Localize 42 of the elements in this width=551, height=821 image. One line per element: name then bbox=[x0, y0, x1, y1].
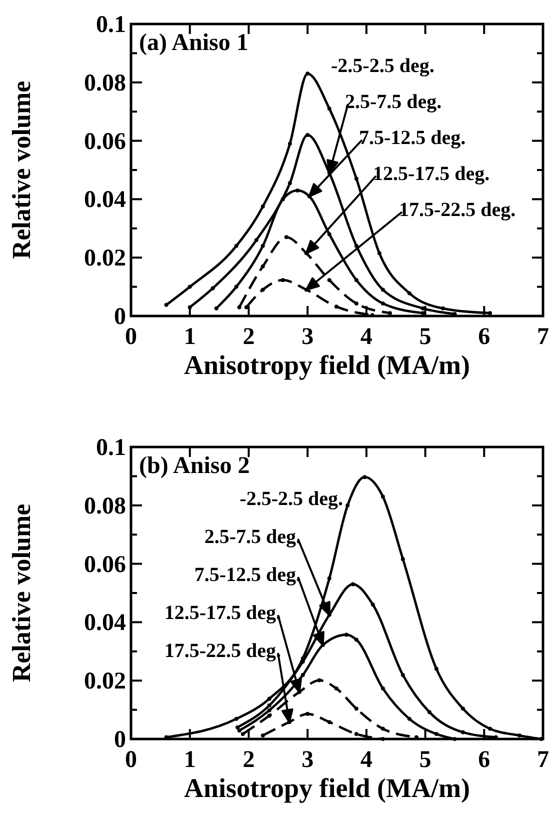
x-tick-label: 1 bbox=[184, 747, 196, 773]
annotation: 7.5-12.5 deg. bbox=[194, 564, 301, 586]
y-tick-label: 0 bbox=[114, 727, 126, 753]
annotation: 2.5-7.5 deg. bbox=[345, 91, 442, 113]
y-tick-label: 0.02 bbox=[84, 668, 126, 695]
y-tick-label: 0 bbox=[114, 304, 126, 330]
x-axis-title: Anisotropy field (MA/m) bbox=[184, 350, 470, 380]
y-tick-label: 0.06 bbox=[84, 552, 126, 578]
y-tick-label: 0.04 bbox=[84, 610, 126, 636]
x-tick-label: 2 bbox=[242, 747, 255, 773]
x-axis-title: Anisotropy field (MA/m) bbox=[184, 773, 470, 803]
x-tick-label: 4 bbox=[360, 324, 372, 350]
x-tick-label: 5 bbox=[419, 324, 432, 350]
annotation: 12.5-17.5 deg. bbox=[373, 163, 490, 185]
annotation: 7.5-12.5 deg. bbox=[359, 127, 466, 149]
annotation: 17.5-22.5 deg. bbox=[399, 199, 516, 221]
y-axis-title: Relative volume bbox=[7, 504, 36, 682]
annotation: -2.5-2.5 deg. bbox=[331, 55, 434, 77]
x-tick-label: 3 bbox=[302, 747, 314, 773]
annotation: 12.5-17.5 deg. bbox=[164, 602, 281, 624]
x-tick-label: 6 bbox=[478, 324, 490, 350]
x-tick-label: 7 bbox=[537, 324, 549, 350]
annotation: -2.5-2.5 deg. bbox=[240, 488, 343, 510]
x-tick-label: 2 bbox=[242, 324, 255, 350]
y-tick-label: 0.08 bbox=[84, 493, 126, 520]
y-tick-label: 0.1 bbox=[96, 435, 126, 461]
y-tick-label: 0.02 bbox=[84, 246, 126, 272]
chart-title: (a) Aniso 1 bbox=[139, 30, 248, 56]
x-tick-label: 4 bbox=[360, 747, 372, 773]
x-tick-label: 7 bbox=[537, 747, 549, 773]
x-tick-label: 1 bbox=[184, 324, 196, 350]
annotation: 2.5-7.5 deg. bbox=[204, 526, 301, 548]
annotation: 17.5-22.5 deg. bbox=[164, 640, 281, 662]
chart-title: (b) Aniso 2 bbox=[139, 453, 250, 479]
y-tick-label: 0.1 bbox=[96, 12, 126, 38]
x-tick-label: 5 bbox=[419, 747, 432, 773]
y-tick-label: 0.08 bbox=[84, 70, 126, 96]
y-tick-label: 0.06 bbox=[84, 128, 126, 155]
x-tick-label: 3 bbox=[302, 324, 314, 350]
y-axis-title: Relative volume bbox=[7, 80, 36, 260]
x-tick-label: 6 bbox=[478, 747, 490, 773]
y-tick-label: 0.04 bbox=[84, 187, 126, 214]
